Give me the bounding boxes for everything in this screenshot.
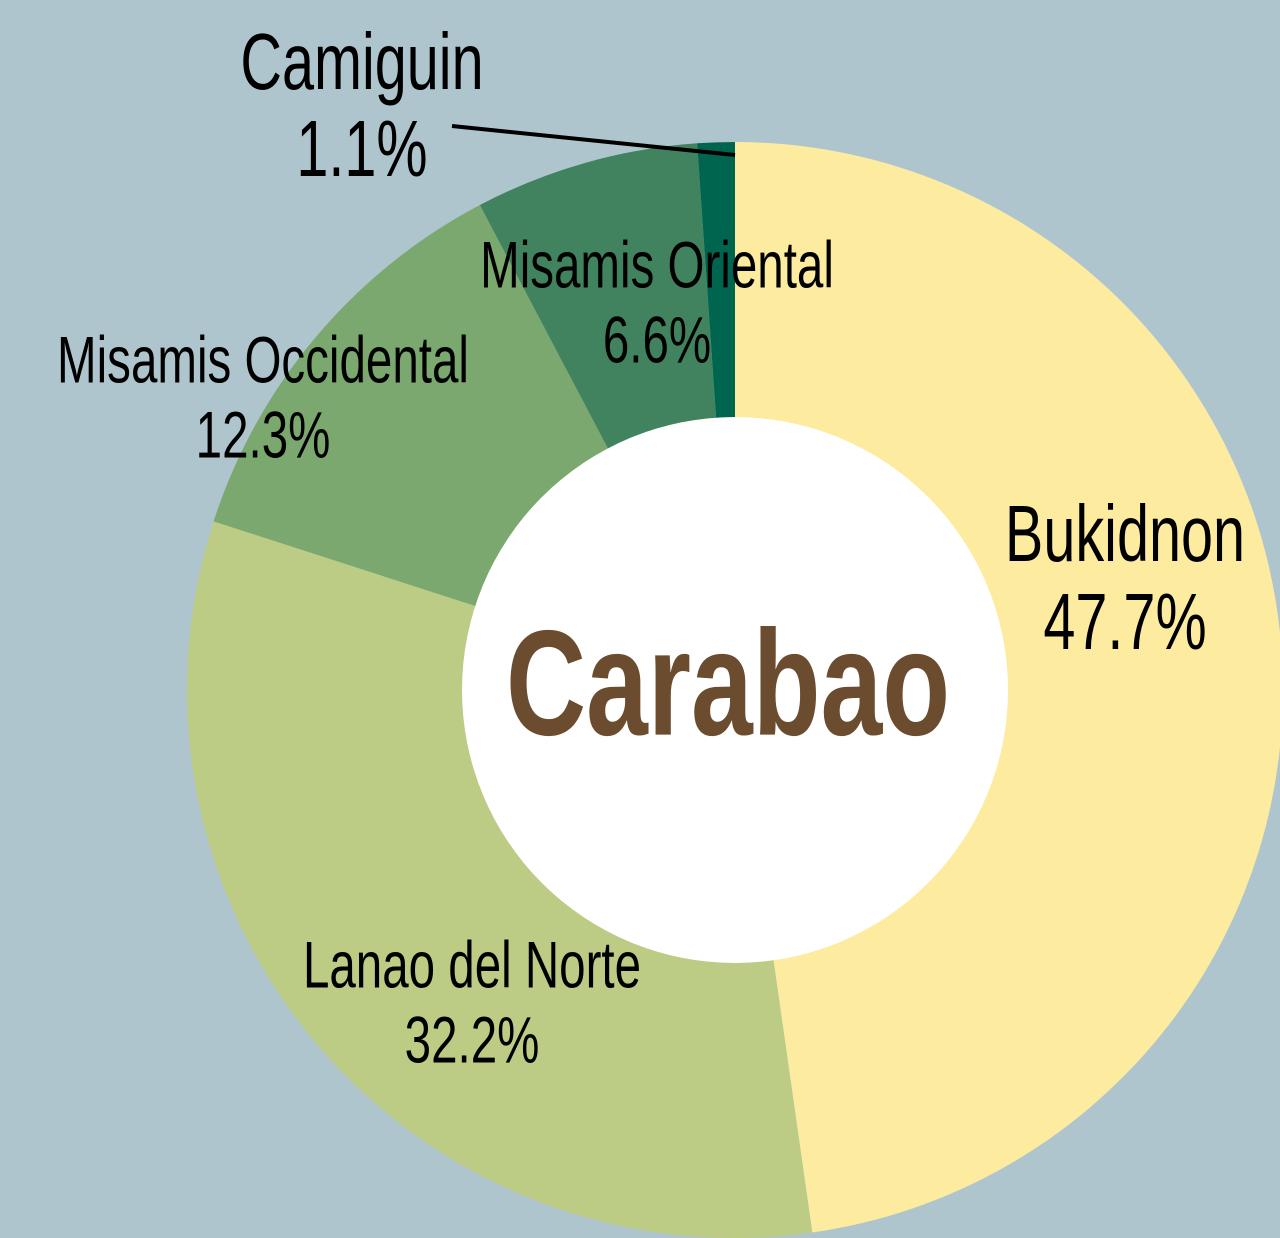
donut-hole	[462, 417, 1008, 963]
value-label: 47.7%	[1043, 577, 1206, 667]
value-label: 6.6%	[603, 304, 711, 377]
label-group: Misamis Occidental	[57, 324, 469, 397]
label-group: Camiguin	[240, 17, 483, 107]
category-label: Lanao del Norte	[303, 929, 641, 1002]
label-group: Lanao del Norte	[303, 929, 641, 1002]
center-label-group: Carabao	[506, 599, 950, 766]
value-label: 12.3%	[196, 399, 331, 472]
value-label: 32.2%	[405, 1004, 540, 1077]
label-group: 6.6%	[603, 304, 711, 377]
category-label: Misamis Oriental	[480, 229, 834, 302]
category-label: Misamis Occidental	[57, 324, 469, 397]
center-label: Carabao	[506, 599, 950, 766]
category-label: Bukidnon	[1005, 489, 1245, 579]
leader-line	[451, 124, 736, 157]
label-group: 12.3%	[196, 399, 331, 472]
label-group: 47.7%	[1043, 577, 1206, 667]
label-group: Misamis Oriental	[480, 229, 834, 302]
label-group: Bukidnon	[1005, 489, 1245, 579]
label-group: 32.2%	[405, 1004, 540, 1077]
value-label: 1.1%	[296, 104, 427, 194]
label-group: 1.1%	[296, 104, 427, 194]
category-label: Camiguin	[240, 17, 483, 107]
